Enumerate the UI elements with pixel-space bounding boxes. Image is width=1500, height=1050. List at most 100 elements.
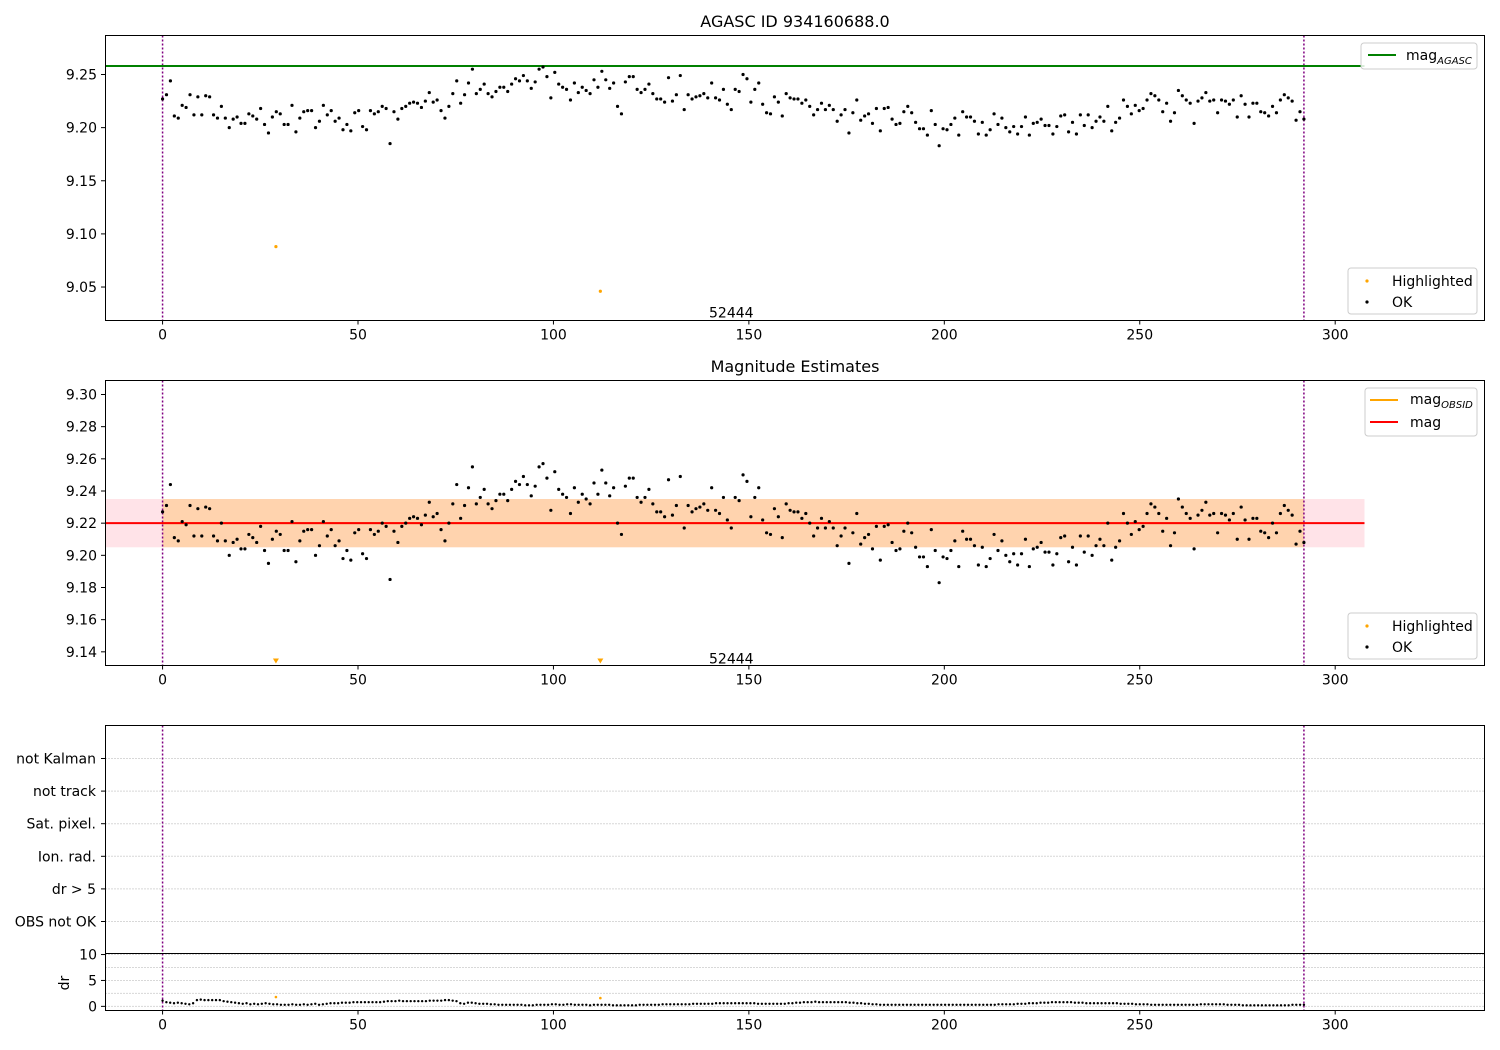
x-tick-label: 100 bbox=[540, 328, 567, 344]
ok-point bbox=[1180, 94, 1184, 98]
ok-point bbox=[1270, 104, 1275, 108]
ok-point bbox=[784, 92, 788, 96]
ok-point bbox=[831, 107, 835, 112]
y-tick-label: 9.28 bbox=[66, 420, 97, 436]
dr-point bbox=[1253, 1004, 1256, 1007]
ok-point bbox=[317, 544, 322, 548]
ok-point bbox=[404, 104, 408, 108]
ok-point bbox=[937, 581, 941, 585]
ok-point bbox=[306, 109, 310, 113]
ok-point bbox=[372, 532, 376, 537]
ok-point bbox=[553, 70, 557, 74]
x-tick-label: 250 bbox=[1126, 1018, 1153, 1034]
dr-point bbox=[863, 1002, 867, 1005]
ok-point bbox=[839, 113, 843, 117]
ok-point bbox=[388, 141, 392, 146]
dr-point bbox=[478, 1002, 481, 1005]
ok-point bbox=[388, 577, 392, 582]
dr-point bbox=[1142, 1003, 1145, 1006]
ok-point bbox=[1212, 98, 1216, 102]
ok-point bbox=[490, 95, 494, 99]
ok-point bbox=[1192, 121, 1196, 125]
dr-point bbox=[1035, 1002, 1038, 1005]
ok-point bbox=[259, 524, 263, 528]
dr-point bbox=[386, 999, 389, 1003]
dr-point bbox=[1184, 1003, 1187, 1006]
ok-point bbox=[914, 120, 918, 124]
ok-point bbox=[753, 495, 757, 500]
ok-point bbox=[506, 89, 510, 94]
panel-3-frame bbox=[105, 725, 1485, 954]
ok-point bbox=[906, 104, 910, 108]
ok-point bbox=[643, 87, 647, 91]
dr-point bbox=[619, 1004, 622, 1007]
ok-point bbox=[678, 474, 682, 479]
dr-point bbox=[684, 1003, 687, 1006]
ok-point bbox=[1172, 531, 1177, 535]
ok-point bbox=[529, 86, 533, 90]
ok-point bbox=[1251, 101, 1255, 105]
ok-point bbox=[1094, 119, 1098, 123]
obsid-label: 52444 bbox=[709, 652, 754, 668]
ok-point bbox=[788, 508, 792, 512]
y-tick-label: 9.24 bbox=[66, 484, 97, 500]
ok-point bbox=[823, 107, 828, 112]
ok-point bbox=[1035, 545, 1039, 549]
ok-point bbox=[160, 97, 165, 101]
ok-point bbox=[717, 98, 722, 102]
ok-point bbox=[392, 529, 396, 533]
ok-point bbox=[678, 73, 682, 78]
ok-point bbox=[921, 555, 926, 559]
ok-point bbox=[972, 119, 977, 123]
legend-label-mag-agasc: magAGASC bbox=[1406, 48, 1472, 67]
flag-label: not track bbox=[33, 784, 97, 800]
ok-point bbox=[368, 109, 373, 113]
dr-point bbox=[424, 999, 428, 1003]
ok-point bbox=[510, 82, 514, 86]
ok-point bbox=[1023, 537, 1028, 541]
ok-point bbox=[886, 523, 890, 527]
ok-point bbox=[757, 81, 761, 85]
legend-points-2: Highlighted OK bbox=[1347, 612, 1478, 660]
x-tick-label: 0 bbox=[158, 1018, 167, 1034]
panel-magnitude-estimates: Magnitude Estimates 0 50 100 150 200 250 300 9… bbox=[66, 357, 1485, 689]
ok-point bbox=[686, 503, 690, 508]
y-tick-label: 9.16 bbox=[66, 613, 97, 629]
ok-point bbox=[768, 112, 773, 116]
dr-point bbox=[287, 1003, 290, 1006]
dr-point bbox=[440, 999, 443, 1002]
ok-point bbox=[188, 93, 192, 97]
dr-point bbox=[336, 1002, 340, 1005]
ok-point bbox=[1223, 513, 1228, 517]
dr-point bbox=[1287, 1004, 1290, 1007]
dr-point bbox=[634, 1004, 638, 1007]
ok-point bbox=[168, 482, 173, 487]
dr-point bbox=[531, 1004, 535, 1007]
dr-point bbox=[959, 1003, 962, 1006]
dr-point bbox=[279, 1003, 283, 1006]
dr-point bbox=[837, 1001, 840, 1004]
legend-points-1: Highlighted OK bbox=[1347, 267, 1478, 315]
dr-point bbox=[970, 1003, 974, 1006]
x-tick-label: 50 bbox=[349, 328, 367, 344]
dr-point bbox=[669, 1003, 672, 1006]
ok-point bbox=[278, 532, 282, 537]
dr-point bbox=[497, 1003, 500, 1006]
dr-point bbox=[466, 1001, 470, 1004]
ok-point bbox=[1251, 516, 1255, 520]
ok-point bbox=[663, 515, 667, 519]
ok-point bbox=[1180, 505, 1184, 509]
dr-point bbox=[703, 1002, 706, 1005]
ok-point bbox=[764, 111, 769, 115]
dr-point bbox=[871, 1003, 874, 1006]
dr-point bbox=[1127, 1002, 1130, 1005]
dr-point bbox=[577, 1003, 580, 1006]
dr-point bbox=[947, 1003, 951, 1006]
dr-point bbox=[768, 1002, 771, 1005]
ok-point bbox=[1223, 99, 1228, 103]
ok-point bbox=[208, 507, 212, 511]
ok-point bbox=[541, 462, 545, 466]
dr-point bbox=[432, 999, 435, 1002]
ok-point bbox=[831, 526, 835, 530]
ok-point bbox=[1168, 544, 1173, 548]
